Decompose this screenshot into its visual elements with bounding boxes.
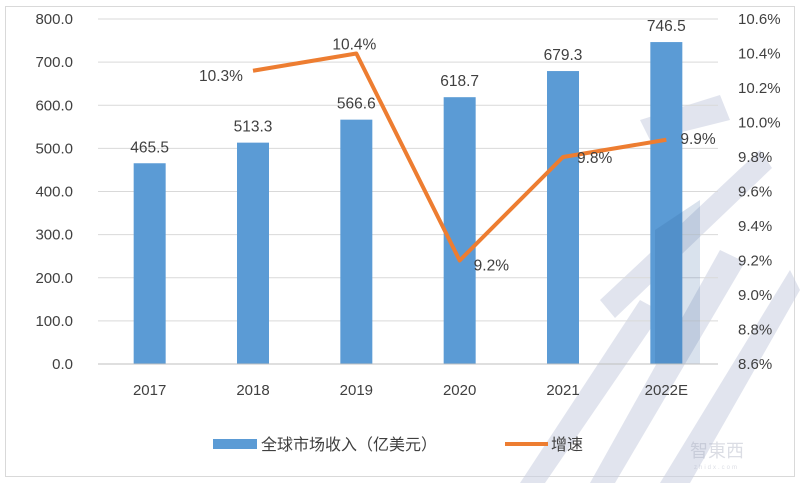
- left-y-axis: 0.0 100.0 200.0 300.0 400.0 500.0 600.0 700.0 80…: [35, 11, 73, 373]
- revenue-bar: [650, 42, 683, 365]
- watermark-url-text: zhidx.com: [694, 465, 739, 471]
- left-y-tick-label: 200.0: [35, 270, 73, 287]
- x-tick-label: 2019: [340, 382, 373, 399]
- legend-bar-label: 全球市场收入（亿美元）: [261, 436, 437, 454]
- right-y-tick-label: 10.0%: [738, 115, 781, 132]
- right-y-tick-label: 8.8%: [738, 322, 772, 339]
- watermark-stripe: [600, 150, 772, 318]
- revenue-bar: [340, 119, 373, 364]
- watermark-graphic: [520, 95, 800, 483]
- left-y-tick-label: 300.0: [35, 227, 73, 244]
- growth-polyline: [252, 51, 667, 263]
- bar-value-label: 513.3: [234, 119, 273, 136]
- revenue-bar: [237, 142, 269, 364]
- legend-line-label: 增速: [551, 436, 583, 454]
- watermark-stripe: [520, 300, 662, 483]
- x-tick-label: 2022E: [645, 382, 688, 399]
- growth-line: [252, 51, 667, 263]
- revenue-bar: [443, 97, 476, 365]
- bar-value-label: 618.7: [440, 73, 479, 90]
- watermark-stripe: [590, 250, 745, 483]
- x-tick-label: 2020: [443, 382, 476, 399]
- left-y-tick-label: 100.0: [35, 313, 73, 330]
- right-y-tick-label: 8.6%: [738, 356, 772, 373]
- left-y-tick-label: 700.0: [35, 54, 73, 71]
- revenue-bar: [133, 163, 166, 364]
- x-tick-label: 2018: [236, 382, 269, 399]
- growth-value-label: 9.2%: [474, 258, 510, 275]
- bar-data-labels: 465.5 513.3 566.6 618.7 679.3 746.5: [130, 18, 685, 156]
- left-y-tick-label: 600.0: [35, 97, 73, 114]
- right-y-tick-label: 9.8%: [738, 149, 772, 166]
- legend: 全球市场收入（亿美元） 增速: [213, 436, 583, 454]
- revenue-bars: [133, 42, 683, 365]
- bar-value-label: 566.6: [337, 96, 376, 113]
- watermark-logo: 智東西 zhidx.com: [690, 441, 744, 471]
- left-y-tick-label: 400.0: [35, 184, 73, 201]
- bar-value-label: 465.5: [130, 139, 169, 156]
- right-y-axis: 8.6% 8.8% 9.0% 9.2% 9.4% 9.6% 9.8% 10.0% 10.2% 10…: [738, 11, 781, 373]
- line-data-labels: 10.3% 10.4% 9.2% 9.8% 9.9%: [199, 37, 716, 275]
- right-y-tick-label: 10.6%: [738, 11, 781, 28]
- watermark-stripe: [660, 270, 800, 483]
- right-y-tick-label: 9.0%: [738, 287, 772, 304]
- revenue-bar: [547, 71, 579, 364]
- growth-value-label: 9.9%: [680, 131, 716, 148]
- right-y-tick-label: 9.4%: [738, 218, 772, 235]
- growth-value-label: 9.8%: [577, 150, 613, 167]
- watermark-logo-text: 智東西: [690, 441, 744, 461]
- bar-value-label: 746.5: [647, 18, 686, 35]
- right-y-tick-label: 10.4%: [738, 46, 781, 63]
- growth-value-label: 10.3%: [199, 68, 243, 85]
- x-tick-label: 2017: [133, 382, 166, 399]
- watermark-overlay-shape: [655, 200, 700, 364]
- x-axis: 2017 2018 2019 2020 2021 2022E: [98, 363, 718, 399]
- right-y-tick-label: 9.2%: [738, 253, 772, 270]
- right-y-tick-label: 9.6%: [738, 184, 772, 201]
- gridlines: [98, 18, 718, 365]
- bar-value-label: 679.3: [544, 47, 583, 64]
- left-y-tick-label: 0.0: [52, 356, 73, 373]
- growth-value-label: 10.4%: [332, 37, 376, 54]
- left-y-tick-label: 800.0: [35, 11, 73, 28]
- legend-bar-swatch: [213, 439, 257, 449]
- left-y-tick-label: 500.0: [35, 140, 73, 157]
- watermark-overlay: [655, 200, 700, 364]
- right-y-tick-label: 10.2%: [738, 80, 781, 97]
- x-tick-label: 2021: [546, 382, 579, 399]
